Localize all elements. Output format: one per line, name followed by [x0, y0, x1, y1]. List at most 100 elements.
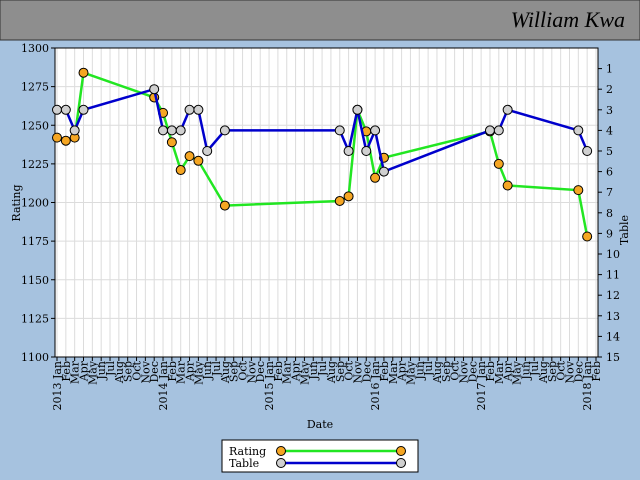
chart-title: William Kwa — [511, 7, 625, 32]
legend — [221, 439, 419, 473]
x-tick-label: Jun — [95, 361, 108, 381]
x-tick-label: Mar — [493, 360, 506, 384]
legend-marker — [276, 458, 286, 468]
x-tick-label: 2015 Jan — [263, 361, 276, 411]
x-tick-label: Jul — [528, 361, 541, 377]
data-point — [166, 125, 177, 136]
y-axis-label: Rating — [10, 184, 23, 221]
x-tick-label: Feb — [378, 361, 391, 382]
data-point — [158, 125, 169, 136]
x-tick-label: Feb — [484, 361, 497, 382]
x-tick-label: Nov — [457, 360, 470, 383]
data-point — [78, 67, 89, 78]
data-point — [60, 104, 71, 115]
y-tick-label: 1250 — [21, 119, 49, 132]
x-tick-label: Mar — [69, 360, 82, 384]
data-point — [493, 125, 504, 136]
x-tick-label: Oct — [555, 360, 568, 380]
x-tick-label: 2017 Jan — [475, 361, 488, 411]
y-tick-label: 1225 — [21, 158, 49, 171]
data-point — [573, 125, 584, 136]
data-point — [484, 125, 495, 136]
legend-marker — [396, 446, 406, 456]
data-point — [378, 166, 389, 177]
header — [0, 0, 640, 41]
data-point — [352, 104, 363, 115]
data-point — [52, 132, 62, 143]
x-tick-label: Sep — [122, 361, 135, 382]
data-point — [334, 195, 345, 206]
x-tick-label: Aug — [431, 361, 444, 384]
data-point — [343, 191, 354, 202]
x-tick-label: Feb — [166, 361, 179, 382]
x-tick-label: Apr — [502, 360, 515, 382]
x-tick-label: Apr — [290, 360, 303, 382]
data-point — [193, 155, 204, 166]
x-tick-label: Oct — [131, 360, 144, 380]
legend-label: Table — [229, 457, 259, 470]
data-point — [175, 125, 186, 136]
data-point — [166, 137, 177, 148]
x-tick-label: Dec — [466, 361, 479, 383]
data-point — [361, 146, 372, 156]
x-tick-label: Dec — [572, 361, 585, 383]
y-tick-label: 1175 — [21, 235, 49, 248]
x-tick-label: Mar — [175, 360, 188, 384]
x-tick-label: Jun — [201, 361, 214, 381]
data-point — [334, 125, 345, 136]
y2-tick-label: 3 — [606, 104, 613, 117]
x-tick-label: Aug — [219, 361, 232, 384]
data-point — [219, 125, 230, 136]
y2-tick-label: 6 — [606, 166, 613, 179]
data-point — [502, 104, 513, 115]
x-tick-label: Feb — [590, 361, 603, 382]
x-tick-label: Oct — [237, 360, 250, 380]
y2-tick-label: 14 — [606, 330, 620, 343]
x-tick-label: Nov — [351, 360, 364, 383]
y-tick-label: 1125 — [21, 312, 49, 325]
legend-marker — [276, 446, 286, 456]
x-tick-label: Dec — [360, 361, 373, 383]
x-tick-label: Sep — [546, 361, 559, 382]
data-point — [60, 135, 71, 146]
data-point — [52, 104, 62, 115]
data-point — [370, 172, 381, 183]
data-point — [184, 151, 195, 162]
x-tick-label: May — [298, 360, 311, 385]
x-tick-label: Mar — [281, 360, 294, 384]
y2-tick-label: 7 — [606, 186, 613, 199]
x-tick-label: May — [192, 360, 205, 385]
y2-tick-label: 4 — [606, 124, 613, 137]
x-tick-label: Jul — [210, 361, 223, 377]
x-tick-label: Aug — [325, 361, 338, 384]
y2-tick-label: 2 — [606, 83, 613, 96]
y2-tick-label: 15 — [606, 351, 620, 364]
y2-tick-label: 8 — [606, 207, 613, 220]
data-point — [202, 146, 213, 156]
y2-tick-label: 12 — [606, 289, 620, 302]
x-tick-label: Apr — [184, 360, 197, 382]
x-tick-label: May — [86, 360, 99, 385]
x-tick-label: Sep — [440, 361, 453, 382]
data-point — [219, 200, 230, 211]
y-tick-label: 1150 — [21, 274, 49, 287]
x-tick-label: Mar — [387, 360, 400, 384]
data-point — [493, 158, 504, 169]
x-tick-label: Apr — [396, 360, 409, 382]
data-point — [502, 180, 513, 191]
x-tick-label: Feb — [272, 361, 285, 382]
x-tick-label: Feb — [60, 361, 73, 382]
legend-label: Rating — [229, 445, 266, 458]
x-tick-label: Jul — [104, 361, 117, 377]
x-tick-label: 2013 Jan — [51, 361, 64, 411]
x-tick-label: Jun — [307, 361, 320, 381]
x-tick-label: Oct — [449, 360, 462, 380]
y-tick-label: 1100 — [21, 351, 49, 364]
x-tick-label: Dec — [254, 361, 267, 383]
x-tick-label: May — [510, 360, 523, 385]
data-point — [69, 125, 80, 136]
y-tick-label: 1200 — [21, 197, 49, 210]
data-point — [193, 104, 204, 115]
x-tick-label: 2018 Jan — [581, 361, 594, 411]
x-tick-label: Nov — [563, 360, 576, 383]
